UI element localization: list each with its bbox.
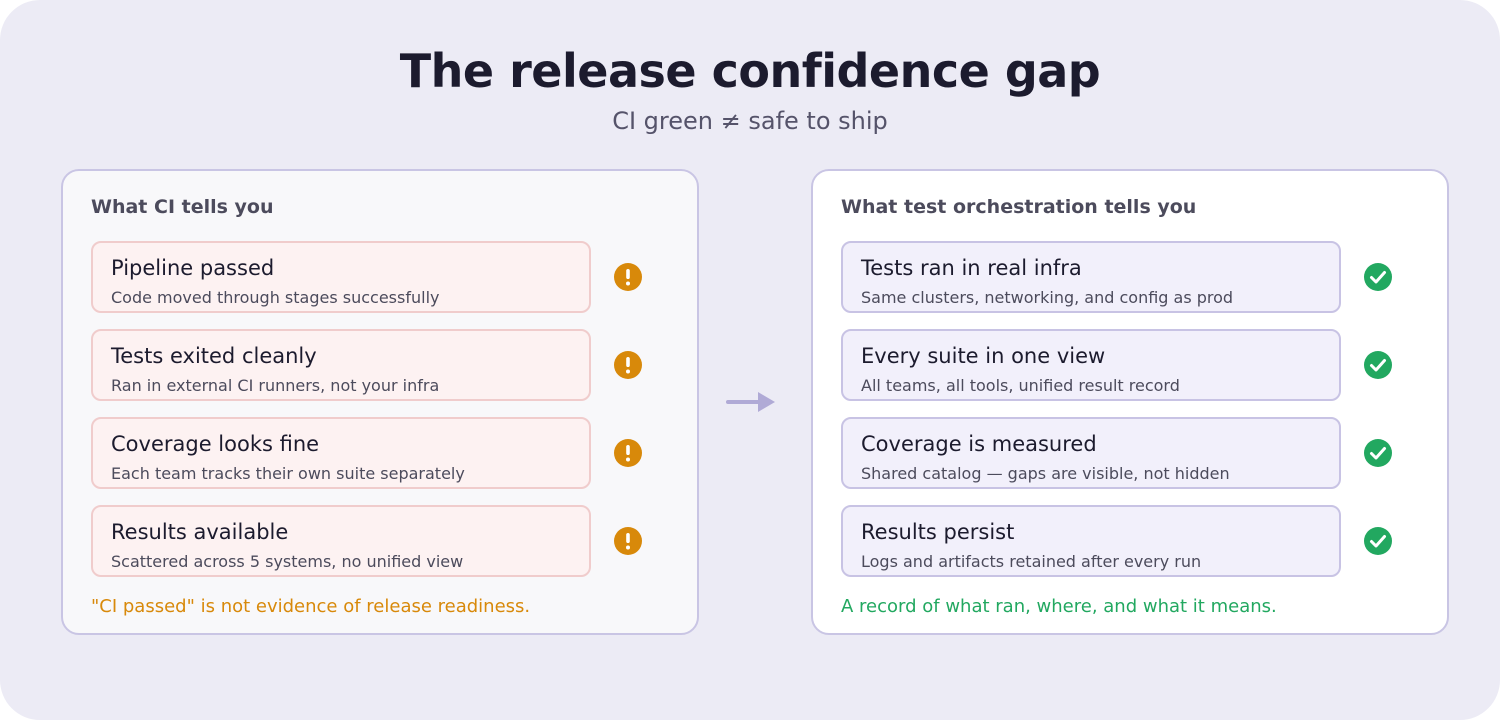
ci-panel: What CI tells you Pipeline passed Code m… bbox=[61, 169, 699, 635]
card-description: Code moved through stages successfully bbox=[111, 288, 440, 307]
orchestration-item-infra: Tests ran in real infra Same clusters, n… bbox=[841, 241, 1341, 313]
orchestration-item-coverage: Coverage is measured Shared catalog — ga… bbox=[841, 417, 1341, 489]
card-title: Coverage is measured bbox=[861, 432, 1097, 456]
orchestration-item-suites: Every suite in one view All teams, all t… bbox=[841, 329, 1341, 401]
card-description: Same clusters, networking, and config as… bbox=[861, 288, 1234, 307]
check-icon bbox=[1363, 438, 1393, 468]
card-title: Tests exited cleanly bbox=[111, 344, 317, 368]
ci-item-pipeline: Pipeline passed Code moved through stage… bbox=[91, 241, 591, 313]
check-icon bbox=[1363, 526, 1393, 556]
card-description: Each team tracks their own suite separat… bbox=[111, 464, 465, 483]
card-description: Logs and artifacts retained after every … bbox=[861, 552, 1202, 571]
card-title: Results available bbox=[111, 520, 289, 544]
check-icon bbox=[1363, 262, 1393, 292]
card-description: Shared catalog — gaps are visible, not h… bbox=[861, 464, 1230, 483]
check-icon bbox=[1363, 350, 1393, 380]
orchestration-panel: What test orchestration tells you Tests … bbox=[811, 169, 1449, 635]
warning-icon bbox=[613, 438, 643, 468]
warning-icon bbox=[613, 262, 643, 292]
card-title: Coverage looks fine bbox=[111, 432, 320, 456]
orchestration-panel-footer: A record of what ran, where, and what it… bbox=[841, 596, 1277, 617]
ci-item-tests: Tests exited cleanly Ran in external CI … bbox=[91, 329, 591, 401]
ci-item-results: Results available Scattered across 5 sys… bbox=[91, 505, 591, 577]
card-title: Every suite in one view bbox=[861, 344, 1106, 368]
card-description: Scattered across 5 systems, no unified v… bbox=[111, 552, 464, 571]
orchestration-item-results: Results persist Logs and artifacts retai… bbox=[841, 505, 1341, 577]
orchestration-panel-heading: What test orchestration tells you bbox=[841, 196, 1197, 218]
card-description: Ran in external CI runners, not your inf… bbox=[111, 376, 440, 395]
ci-item-coverage: Coverage looks fine Each team tracks the… bbox=[91, 417, 591, 489]
warning-icon bbox=[613, 526, 643, 556]
ci-panel-heading: What CI tells you bbox=[91, 196, 274, 218]
card-description: All teams, all tools, unified result rec… bbox=[861, 376, 1180, 395]
page-title: The release confidence gap bbox=[399, 44, 1101, 98]
page-subtitle: CI green ≠ safe to ship bbox=[612, 107, 888, 135]
card-title: Results persist bbox=[861, 520, 1015, 544]
card-title: Pipeline passed bbox=[111, 256, 275, 280]
arrow-right-icon bbox=[726, 390, 776, 418]
card-title: Tests ran in real infra bbox=[861, 256, 1082, 280]
warning-icon bbox=[613, 350, 643, 380]
ci-panel-footer: "CI passed" is not evidence of release r… bbox=[91, 596, 531, 617]
